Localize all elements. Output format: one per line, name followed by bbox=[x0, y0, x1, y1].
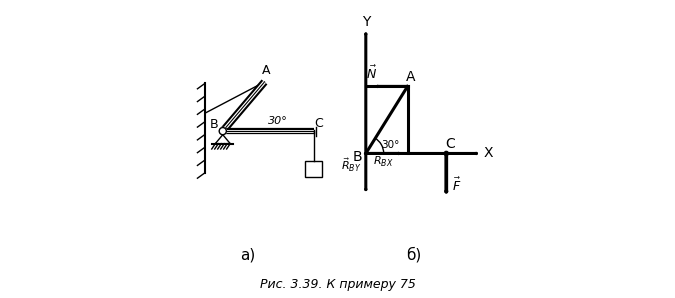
Bar bbox=[306, 161, 322, 177]
Text: а): а) bbox=[240, 247, 256, 262]
Text: C: C bbox=[315, 117, 323, 130]
Text: $\vec{R}_{BX}$: $\vec{R}_{BX}$ bbox=[373, 151, 394, 169]
Text: A: A bbox=[406, 70, 416, 84]
Text: B: B bbox=[352, 150, 362, 164]
Text: 30°: 30° bbox=[381, 139, 400, 150]
Text: Рис. 3.39. К примеру 75: Рис. 3.39. К примеру 75 bbox=[260, 278, 415, 291]
Text: б): б) bbox=[406, 247, 421, 262]
Circle shape bbox=[219, 128, 226, 135]
Text: Y: Y bbox=[362, 15, 370, 29]
Text: B: B bbox=[210, 118, 219, 131]
Text: X: X bbox=[483, 147, 493, 160]
Text: $\vec{N}$: $\vec{N}$ bbox=[367, 65, 377, 82]
Circle shape bbox=[444, 151, 448, 156]
Text: C: C bbox=[445, 137, 455, 151]
Text: $\vec{F}$: $\vec{F}$ bbox=[452, 176, 461, 194]
Text: $\vec{R}_{BY}$: $\vec{R}_{BY}$ bbox=[342, 156, 362, 174]
Text: 30°: 30° bbox=[269, 116, 288, 126]
Text: A: A bbox=[262, 64, 270, 77]
